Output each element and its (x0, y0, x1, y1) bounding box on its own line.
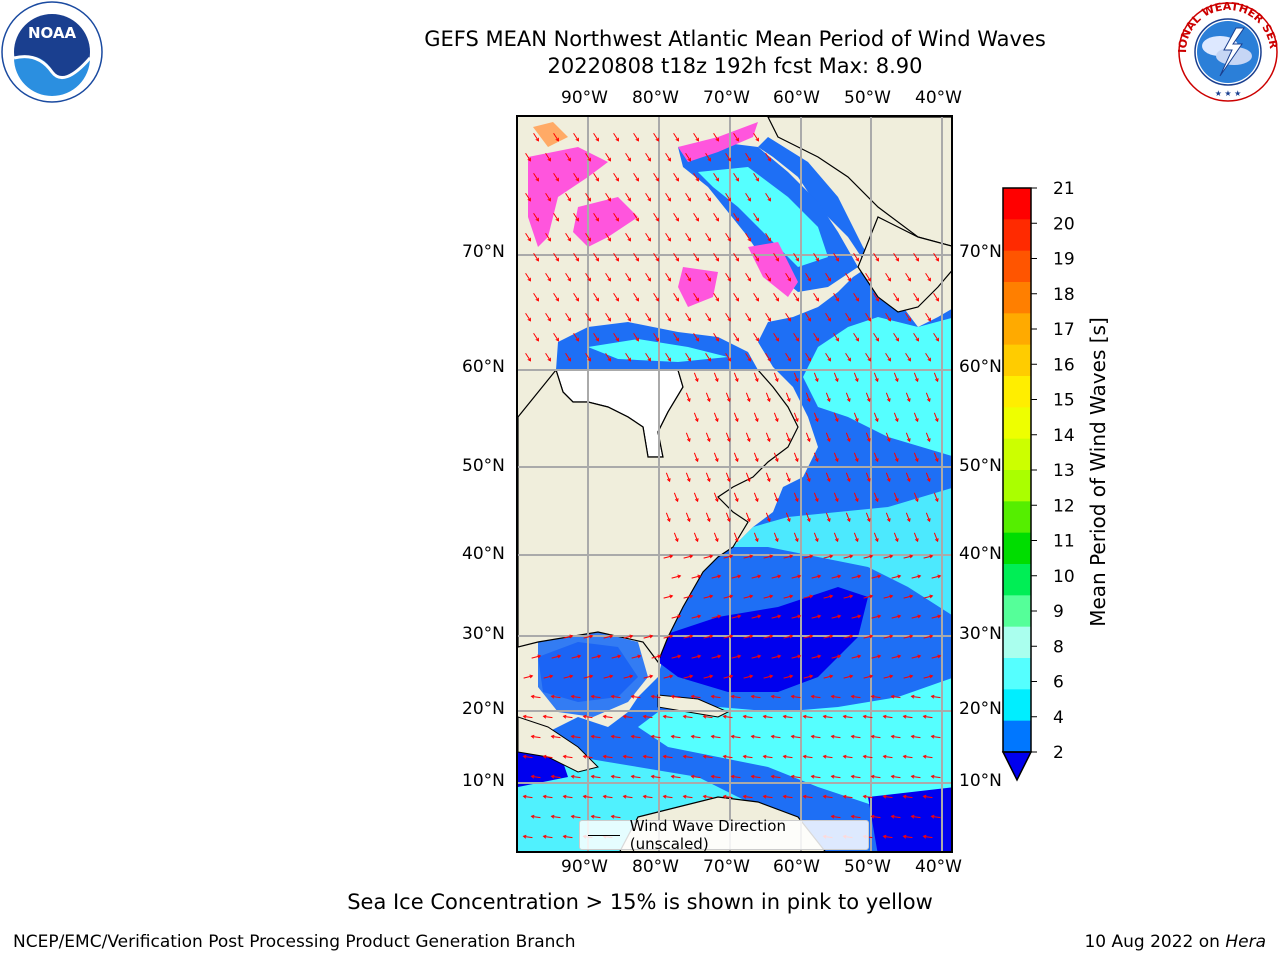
lon-label-top-4: 50°W (844, 88, 891, 108)
lat-label-left-4: 30°N (462, 624, 505, 644)
wave-band-dark-3 (868, 787, 951, 851)
lat-label-left-3: 40°N (462, 544, 505, 564)
map-panel: Wind Wave Direction (unscaled) (516, 115, 953, 853)
colorbar-segment (1003, 689, 1031, 722)
lon-label-bottom-4: 50°W (844, 857, 891, 877)
lon-label-top-0: 90°W (561, 88, 608, 108)
legend-label: Wind Wave Direction (unscaled) (629, 817, 786, 853)
colorbar-tick-label: 11 (1053, 532, 1075, 552)
colorbar: 21 20 19 18 17 16 15 14 13 12 11 10 9 8 6 4 2 (995, 179, 1075, 794)
wave-period-map (518, 117, 951, 851)
colorbar-tick-label: 18 (1053, 285, 1075, 305)
lon-label-bottom-3: 60°W (773, 857, 820, 877)
lat-label-right-5: 20°N (959, 699, 1002, 719)
sea-ice-3 (678, 122, 758, 162)
colorbar-tick-label: 15 (1053, 391, 1075, 411)
colorbar-tick-label: 21 (1053, 180, 1075, 199)
footer-machine-name: Hera (1225, 932, 1266, 952)
svg-text:★ ★ ★: ★ ★ ★ (1215, 89, 1242, 98)
sea-ice-note: Sea Ice Concentration > 15% is shown in … (0, 890, 1280, 914)
noaa-logo: NOAA (0, 0, 104, 108)
colorbar-tick-label: 10 (1053, 567, 1075, 587)
colorbar-segment (1003, 250, 1031, 283)
colorbar-tick-label: 12 (1053, 496, 1075, 516)
lon-label-bottom-1: 80°W (632, 857, 679, 877)
footer-credit: NCEP/EMC/Verification Post Processing Pr… (13, 932, 576, 952)
colorbar-tick-label: 4 (1053, 708, 1064, 728)
colorbar-segment (1003, 626, 1031, 659)
lat-label-left-2: 50°N (462, 456, 505, 476)
colorbar-segment (1003, 564, 1031, 596)
lat-label-left-6: 10°N (462, 771, 505, 791)
colorbar-tick-label: 6 (1053, 673, 1064, 693)
colorbar-segment (1003, 532, 1031, 565)
lon-label-top-1: 80°W (632, 88, 679, 108)
colorbar-segment (1003, 720, 1031, 753)
noaa-logo-text: NOAA (28, 24, 77, 42)
chart-title: GEFS MEAN Northwest Atlantic Mean Period… (0, 26, 1280, 80)
footer-date: 10 Aug 2022 on Hera (1084, 932, 1266, 952)
colorbar-segment (1003, 470, 1031, 502)
colorbar-tick-label: 2 (1053, 743, 1064, 763)
colorbar-tick-label: 16 (1053, 355, 1075, 375)
nws-logo: NATIONAL WEATHER SERVICE ★ ★ ★ (1171, 0, 1280, 108)
lat-label-right-3: 40°N (959, 544, 1002, 564)
colorbar-tick-label: 19 (1053, 250, 1075, 270)
greenland-south (857, 216, 951, 313)
lon-label-bottom-0: 90°W (561, 857, 608, 877)
colorbar-segment (1003, 501, 1031, 534)
atlantic-ocean (518, 137, 951, 851)
colorbar-tick-label: 9 (1053, 602, 1064, 622)
colorbar-segment (1003, 376, 1031, 408)
wind-wave-arrows (522, 132, 942, 839)
wave-band-dark-1 (658, 587, 868, 692)
lat-label-left-1: 60°N (462, 357, 505, 377)
sea-ice-note-text: Sea Ice Concentration > 15% is shown in … (347, 890, 933, 914)
colorbar-segment (1003, 188, 1031, 220)
lon-label-top-2: 70°W (703, 88, 750, 108)
colorbar-tick-label: 8 (1053, 637, 1064, 657)
wave-band-cyan-north (803, 317, 951, 456)
lat-label-right-6: 10°N (959, 771, 1002, 791)
gulf-of-mexico (538, 632, 648, 717)
colorbar-tick-label: 20 (1053, 214, 1075, 234)
title-line-2: 20220808 t18z 192h fcst Max: 8.90 (547, 54, 923, 78)
lat-label-right-1: 60°N (959, 357, 1002, 377)
lon-label-bottom-2: 70°W (703, 857, 750, 877)
colorbar-tick-label: 14 (1053, 426, 1075, 446)
colorbar-segment (1003, 407, 1031, 440)
lon-label-top-5: 40°W (915, 88, 962, 108)
lat-label-right-2: 50°N (959, 456, 1002, 476)
lon-label-top-3: 60°W (773, 88, 820, 108)
colorbar-segment (1003, 219, 1031, 252)
legend-line-icon (588, 834, 620, 836)
lat-label-right-4: 30°N (959, 624, 1002, 644)
lat-label-left-5: 20°N (462, 699, 505, 719)
lat-label-right-0: 70°N (959, 242, 1002, 262)
colorbar-segment (1003, 595, 1031, 628)
colorbar-segment (1003, 658, 1031, 690)
colorbar-segment (1003, 282, 1031, 314)
footer-date-text: 10 Aug 2022 on (1084, 932, 1226, 952)
colorbar-tick-label: 17 (1053, 320, 1075, 340)
colorbar-tick-label: 13 (1053, 461, 1075, 481)
title-line-1: GEFS MEAN Northwest Atlantic Mean Period… (424, 27, 1046, 51)
sea-ice-2 (573, 197, 638, 247)
lat-label-left-0: 70°N (462, 242, 505, 262)
map-legend: Wind Wave Direction (unscaled) (579, 817, 869, 853)
colorbar-underflow-triangle (1001, 751, 1033, 782)
sea-ice-6 (533, 122, 568, 147)
colorbar-segment (1003, 313, 1031, 346)
colorbar-segment (1003, 344, 1031, 377)
colorbar-segment (1003, 438, 1031, 471)
lon-label-bottom-5: 40°W (915, 857, 962, 877)
colorbar-label: Mean Period of Wind Waves [s] (1086, 317, 1110, 627)
